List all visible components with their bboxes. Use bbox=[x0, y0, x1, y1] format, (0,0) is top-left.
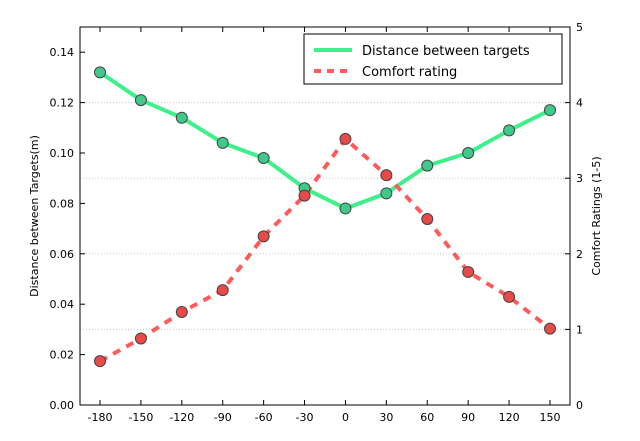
right-tick-label: 4 bbox=[576, 97, 583, 110]
x-tick-label: -30 bbox=[296, 411, 314, 424]
data-point-distance bbox=[216, 136, 229, 149]
left-axis-title: Distance between Targets(m) bbox=[28, 135, 41, 297]
data-point-distance bbox=[257, 152, 270, 165]
left-tick-label: 0.14 bbox=[50, 46, 75, 59]
x-tick-label: -60 bbox=[255, 411, 273, 424]
plot-frame bbox=[79, 26, 571, 406]
x-tick-label: 60 bbox=[420, 411, 434, 424]
left-tick-label: 0.10 bbox=[50, 147, 75, 160]
legend-box bbox=[303, 33, 563, 85]
data-point-comfort bbox=[134, 332, 147, 345]
series-line-distance bbox=[98, 70, 552, 211]
series-line-comfort bbox=[99, 136, 552, 363]
right-axis-title: Comfort Ratings (1-5) bbox=[590, 156, 603, 275]
left-tick-label: 0.06 bbox=[50, 248, 75, 261]
right-tick-label: 1 bbox=[576, 323, 583, 336]
series-lines bbox=[98, 70, 552, 363]
x-tick-label: -90 bbox=[214, 411, 232, 424]
data-point-comfort bbox=[175, 306, 188, 319]
x-tick-label: 30 bbox=[379, 411, 393, 424]
left-tick-label: 0.12 bbox=[50, 97, 75, 110]
data-point-distance bbox=[462, 147, 475, 159]
data-point-distance bbox=[94, 66, 106, 79]
data-point-comfort bbox=[462, 265, 475, 278]
data-point-distance bbox=[339, 202, 352, 215]
x-tick-label: -120 bbox=[169, 411, 194, 424]
data-point-comfort bbox=[94, 355, 106, 368]
legend: Distance between targets Comfort rating bbox=[303, 33, 563, 85]
data-point-comfort bbox=[503, 290, 516, 303]
data-point-distance bbox=[175, 111, 188, 124]
x-tick-label: -180 bbox=[88, 411, 113, 424]
data-point-distance bbox=[134, 94, 147, 107]
x-tick-label: 150 bbox=[540, 411, 561, 424]
data-point-comfort bbox=[298, 189, 311, 202]
series-markers bbox=[94, 66, 556, 368]
x-tick-label: 90 bbox=[461, 411, 475, 424]
data-point-comfort bbox=[257, 230, 270, 243]
grid-lines bbox=[80, 102, 570, 330]
data-point-distance bbox=[421, 159, 434, 172]
data-point-distance bbox=[544, 104, 556, 117]
left-tick-label: 0.02 bbox=[50, 349, 75, 362]
right-tick-label: 3 bbox=[576, 172, 583, 185]
left-tick-label: 0.00 bbox=[50, 399, 75, 412]
data-point-comfort bbox=[216, 284, 229, 297]
left-tick-label: 0.08 bbox=[50, 197, 75, 210]
x-tick-label: 0 bbox=[342, 411, 349, 424]
data-point-comfort bbox=[544, 322, 556, 335]
left-tick-label: 0.04 bbox=[50, 298, 75, 311]
data-point-distance bbox=[503, 124, 516, 137]
data-point-comfort bbox=[339, 132, 352, 145]
right-tick-label: 2 bbox=[576, 248, 583, 261]
right-tick-label: 5 bbox=[576, 21, 583, 34]
right-tick-label: 0 bbox=[576, 399, 583, 412]
data-point-comfort bbox=[421, 213, 434, 226]
data-point-distance bbox=[380, 187, 393, 200]
x-tick-label: 120 bbox=[499, 411, 520, 424]
x-tick-label: -150 bbox=[128, 411, 153, 424]
axis-ticks: 0.00 0.02 0.04 0.06 0.08 0.10 0.12 0.14 0 1 2 3 4 5 -1… bbox=[50, 21, 584, 424]
legend-label-distance: Distance between targets bbox=[362, 44, 530, 59]
legend-label-comfort: Comfort rating bbox=[362, 65, 457, 80]
data-point-comfort bbox=[380, 169, 393, 182]
